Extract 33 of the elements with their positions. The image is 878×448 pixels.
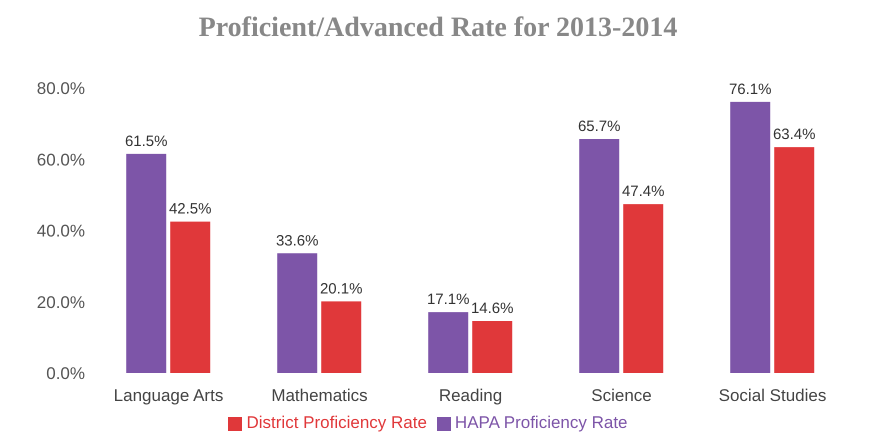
bar bbox=[623, 204, 664, 373]
x-tick-label: Reading bbox=[438, 386, 502, 406]
data-label: 65.7% bbox=[578, 118, 620, 135]
data-label: 33.6% bbox=[276, 232, 318, 250]
y-tick-label: 0.0% bbox=[46, 364, 85, 384]
bar bbox=[730, 102, 770, 373]
legend-label: HAPA Proficiency Rate bbox=[454, 413, 628, 432]
bar bbox=[428, 312, 468, 373]
x-tick-label: Social Studies bbox=[718, 386, 826, 406]
x-tick-label: Language Arts bbox=[114, 386, 224, 406]
data-label: 61.5% bbox=[124, 132, 168, 150]
bar bbox=[472, 320, 512, 373]
y-tick-label: 80.0% bbox=[36, 79, 85, 98]
bar bbox=[277, 253, 318, 373]
x-tick-label: Science bbox=[591, 386, 652, 406]
chart-title: Proficient/Advanced Rate for 2013-2014 bbox=[198, 11, 678, 45]
bar bbox=[321, 301, 362, 373]
x-tick-label: Mathematics bbox=[271, 386, 368, 406]
bar bbox=[774, 147, 814, 373]
legend-label: District Proficiency Rate bbox=[246, 413, 427, 432]
data-label: 17.1% bbox=[426, 291, 470, 308]
data-label: 47.4% bbox=[622, 183, 664, 200]
bar bbox=[126, 154, 166, 373]
data-label: 14.6% bbox=[470, 300, 514, 317]
data-label: 76.1% bbox=[728, 80, 772, 98]
data-label: 63.4% bbox=[772, 126, 816, 144]
bar bbox=[170, 222, 210, 373]
y-tick-label: 20.0% bbox=[36, 292, 85, 312]
data-label: 42.5% bbox=[168, 200, 212, 218]
y-tick-label: 40.0% bbox=[36, 222, 85, 241]
bar bbox=[579, 138, 620, 373]
y-tick-label: 60.0% bbox=[36, 150, 85, 170]
data-label: 20.1% bbox=[320, 280, 362, 298]
